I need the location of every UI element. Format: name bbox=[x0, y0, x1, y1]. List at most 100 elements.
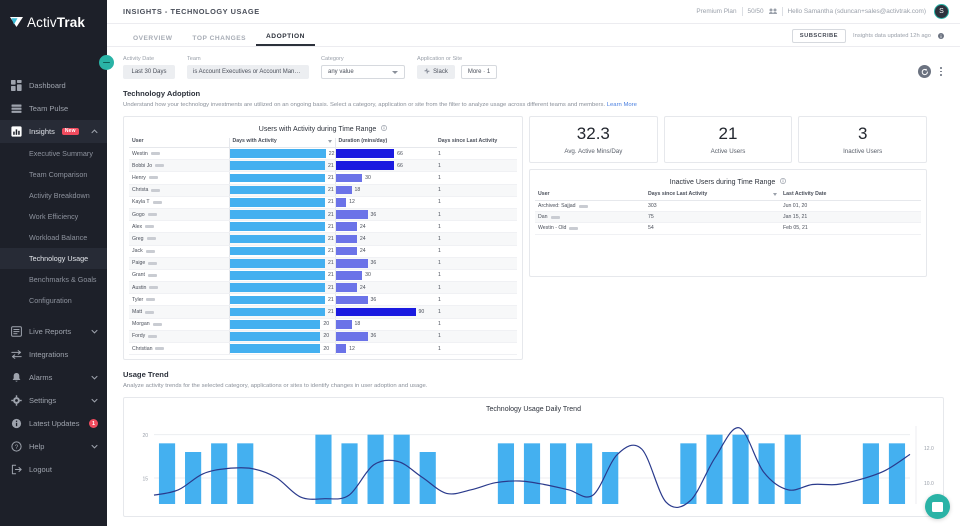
kpi-value: 21 bbox=[718, 124, 738, 143]
filter-label: Activity Date bbox=[123, 56, 155, 62]
sidebar-item-dashboard[interactable]: Dashboard bbox=[0, 74, 107, 97]
sidebar-collapse-toggle[interactable] bbox=[99, 55, 114, 70]
col-header-duration[interactable]: Duration (mins/day) bbox=[335, 138, 435, 148]
table-row[interactable]: Tyler 21 36 1 bbox=[129, 293, 517, 307]
tab-top-changes[interactable]: TOP CHANGES bbox=[192, 35, 247, 42]
table-row[interactable]: Westin 22 66 1 bbox=[129, 147, 517, 161]
alarms-icon bbox=[11, 372, 22, 383]
sidebar-item-live-reports[interactable]: Live Reports bbox=[0, 320, 107, 343]
col-header-last-activity-date[interactable]: Last Activity Date bbox=[780, 191, 921, 201]
table-row[interactable]: Archived: Sajjad 303 Jun 01, 20 bbox=[535, 200, 921, 213]
table-row[interactable]: Greg 21 24 1 bbox=[129, 232, 517, 246]
col-header-days-since-last-activity[interactable]: Days since Last Activity bbox=[435, 138, 517, 148]
redacted-text bbox=[148, 261, 158, 265]
tab-adoption[interactable]: ADOPTION bbox=[256, 33, 315, 46]
brand-logo[interactable]: ActivTrak bbox=[0, 0, 107, 44]
sidebar-item-benchmarks-goals[interactable]: Benchmarks & Goals bbox=[0, 269, 107, 290]
cell-days-since-last-activity: 1 bbox=[435, 269, 517, 283]
table-row[interactable]: Morgan 20 18 1 bbox=[129, 318, 517, 331]
cell-days-since-last-activity: 1 bbox=[435, 184, 517, 197]
duration-bar bbox=[335, 161, 395, 171]
table-row[interactable]: Gogo 21 36 1 bbox=[129, 208, 517, 222]
col-header-user[interactable]: User bbox=[535, 191, 645, 201]
user-name: Christian bbox=[132, 345, 153, 352]
activity-date-dropdown[interactable]: Last 30 Days bbox=[123, 65, 175, 79]
refresh-button[interactable] bbox=[918, 65, 932, 78]
duration-bar bbox=[335, 295, 368, 305]
sidebar-item-integrations[interactable]: Integrations bbox=[0, 343, 107, 366]
sidebar-item-configuration[interactable]: Configuration bbox=[0, 290, 107, 311]
sidebar-item-activity-breakdown[interactable]: Activity Breakdown bbox=[0, 185, 107, 206]
duration-value: 24 bbox=[359, 248, 366, 255]
sidebar-item-executive-summary[interactable]: Executive Summary bbox=[0, 143, 107, 164]
table-row[interactable]: Jack 21 24 1 bbox=[129, 245, 517, 258]
sidebar-item-team-pulse[interactable]: Team Pulse bbox=[0, 97, 107, 120]
cell-days-since-last-activity: 1 bbox=[435, 159, 517, 173]
sidebar-item-alarms[interactable]: Alarms bbox=[0, 366, 107, 389]
sidebar-item-latest-updates[interactable]: Latest Updates 1 bbox=[0, 412, 107, 435]
sidebar-item-help[interactable]: ? Help bbox=[0, 435, 107, 458]
support-chat-button[interactable] bbox=[925, 494, 950, 519]
col-header-days-with-activity[interactable]: Days with Activity bbox=[228, 138, 336, 148]
application-filter-chip[interactable]: Slack bbox=[417, 65, 455, 79]
table-row[interactable]: Paige 21 36 1 bbox=[129, 257, 517, 270]
table-row[interactable]: Westin - Old 54 Feb 05, 21 bbox=[535, 222, 921, 235]
kpi-label: Avg. Active Mins/Day bbox=[564, 148, 623, 155]
right-column: 32.3 Avg. Active Mins/Day 21 Active User… bbox=[529, 116, 928, 360]
table-body: Westin 22 66 1 Bobbi Jo 21 66 1 Henry 21 30 1 Christ… bbox=[129, 147, 517, 356]
avatar[interactable]: S bbox=[934, 4, 949, 19]
sidebar-item-work-efficiency[interactable]: Work Efficiency bbox=[0, 206, 107, 227]
sidebar-item-logout[interactable]: Logout bbox=[0, 458, 107, 481]
sidebar-item-team-comparison[interactable]: Team Comparison bbox=[0, 164, 107, 185]
info-icon[interactable] bbox=[780, 178, 787, 186]
redacted-text bbox=[550, 215, 560, 219]
table-row[interactable]: Henry 21 30 1 bbox=[129, 171, 517, 185]
redacted-text bbox=[148, 334, 158, 338]
table-row[interactable]: Christa 21 18 1 bbox=[129, 184, 517, 197]
sidebar-item-workload-balance[interactable]: Workload Balance bbox=[0, 227, 107, 248]
info-icon[interactable]: i bbox=[938, 33, 944, 39]
table-row[interactable]: Matt 21 90 1 bbox=[129, 305, 517, 319]
chevron-down-icon bbox=[91, 443, 98, 450]
more-filters-button[interactable]: More · 1 bbox=[461, 65, 497, 79]
redacted-text bbox=[151, 188, 161, 192]
table-row[interactable]: Fordy 20 36 1 bbox=[129, 330, 517, 344]
sidebar-item-settings[interactable]: Settings bbox=[0, 389, 107, 412]
cell-duration: 30 bbox=[335, 171, 435, 185]
more-options-button[interactable] bbox=[938, 65, 944, 77]
cell-days-with-activity: 21 bbox=[228, 171, 336, 185]
table-row[interactable]: Dan 75 Jan 15, 21 bbox=[535, 211, 921, 224]
info-icon[interactable] bbox=[381, 125, 388, 133]
table-row[interactable]: Austin 21 24 1 bbox=[129, 281, 517, 295]
table-header-row: User Days with Activity Duration (mins/d… bbox=[129, 138, 517, 148]
live-reports-icon bbox=[11, 326, 22, 337]
team-filter-input[interactable]: is Account Executives or Account Manager… bbox=[187, 65, 309, 79]
col-header-label: Days since Last Activity bbox=[648, 191, 708, 197]
sidebar-item-insights[interactable]: Insights New bbox=[0, 120, 107, 143]
table-row[interactable]: Bobbi Jo 21 66 1 bbox=[129, 159, 517, 173]
user-name: Fordy bbox=[132, 333, 146, 340]
sidebar-item-label: Logout bbox=[29, 465, 52, 474]
col-header-days-since-last-activity[interactable]: Days since Last Activity bbox=[645, 191, 780, 201]
subscribe-button[interactable]: SUBSCRIBE bbox=[791, 29, 846, 43]
redacted-text bbox=[155, 347, 165, 351]
duration-bar bbox=[335, 198, 347, 207]
days-value: 21 bbox=[327, 187, 334, 194]
category-dropdown[interactable]: any value bbox=[321, 65, 405, 79]
col-header-user[interactable]: User bbox=[129, 138, 229, 148]
table-row[interactable]: Christian 20 12 1 bbox=[129, 342, 517, 356]
main-content: INSIGHTS - TECHNOLOGY USAGE Premium Plan… bbox=[107, 0, 960, 526]
chat-icon bbox=[932, 501, 943, 512]
sidebar-subitem-label: Work Efficiency bbox=[29, 212, 79, 221]
days-value: 21 bbox=[327, 235, 334, 242]
learn-more-link[interactable]: Learn More bbox=[606, 102, 637, 108]
sidebar-item-technology-usage[interactable]: Technology Usage bbox=[0, 248, 107, 269]
insights-new-badge: New bbox=[61, 128, 79, 135]
table-row[interactable]: Grant 21 30 1 bbox=[129, 269, 517, 283]
table-row[interactable]: Alex 21 24 1 bbox=[129, 220, 517, 234]
duration-bar bbox=[335, 222, 357, 232]
cell-days-since-last-activity: 1 bbox=[435, 318, 517, 331]
cell-user: Gogo bbox=[129, 208, 229, 222]
table-row[interactable]: Kayla T 21 12 1 bbox=[129, 196, 517, 209]
tab-overview[interactable]: OVERVIEW bbox=[133, 35, 173, 42]
